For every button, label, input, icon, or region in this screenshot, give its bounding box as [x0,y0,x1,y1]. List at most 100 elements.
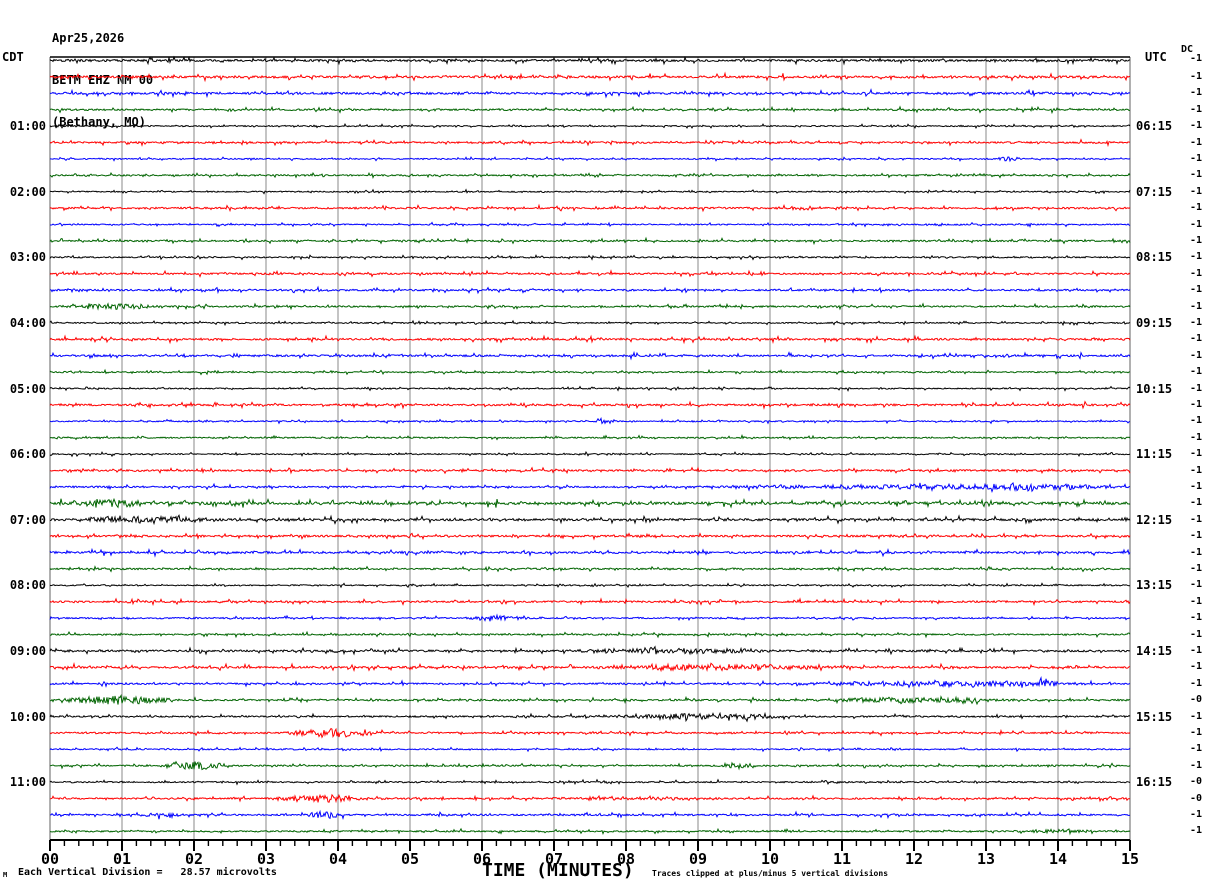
dc-offset-value: -1 [1190,743,1203,755]
utc-hour-label: 14:15 [1136,643,1173,658]
dc-offset-value: -1 [1190,382,1203,394]
seismo-trace-0315 [49,269,1131,278]
clip-note: Traces clipped at plus/minus 5 vertical … [652,869,889,878]
seismo-trace-1130 [50,809,1131,820]
dc-offset-value: -1 [1190,825,1203,837]
seismo-trace-0300 [49,254,1131,261]
seismo-trace-0730 [49,547,1131,558]
right-axis-title: UTC [1145,50,1167,64]
dc-offset-value: -1 [1190,710,1203,722]
dc-offset-value: -1 [1190,612,1203,624]
dc-offset-value: -1 [1190,349,1203,361]
title-date: Apr25,2026 [52,31,125,45]
seismo-trace-0530 [49,417,1131,425]
dc-offset-value: -1 [1190,169,1203,181]
x-axis-tick-label: 06 [472,850,492,868]
cdt-hour-label: 03:00 [9,250,46,265]
seismo-trace-0900 [49,645,1131,656]
dc-offset-value: -1 [1190,644,1203,656]
seismo-trace-0845 [49,630,1131,639]
seismo-trace-0515 [49,400,1131,410]
dc-offset-value: -1 [1190,595,1203,607]
seismo-trace-0000 [49,55,1131,66]
x-axis-tick-label: 02 [184,850,204,868]
x-axis-tick-label: 14 [1048,850,1068,868]
seismo-trace-0915 [49,662,1131,673]
seismo-trace-0715 [49,532,1131,541]
seismo-trace-0615 [49,466,1131,475]
utc-hour-label: 07:15 [1136,184,1173,199]
dc-offset-value: -1 [1190,398,1203,410]
seismo-trace-0815 [49,597,1131,607]
seismo-trace-0500 [49,385,1131,392]
cdt-hour-label: 05:00 [9,381,46,396]
dc-offset-value: -1 [1190,120,1203,132]
utc-hour-label: 11:15 [1136,447,1173,462]
seismo-trace-0745 [49,565,1131,573]
seismo-trace-0600 [49,451,1131,458]
x-axis-tick-label: 13 [976,850,996,868]
dc-offset-value: -1 [1190,185,1203,197]
seismo-trace-0145 [49,171,1131,179]
seismo-trace-0345 [49,302,1131,311]
seismo-trace-0015 [49,71,1131,83]
utc-hour-label: 09:15 [1136,315,1173,330]
seismo-trace-1030 [49,746,1131,753]
seismo-trace-0800 [49,582,1130,589]
seismo-trace-0630 [49,482,1131,494]
dc-offset-value: -0 [1190,792,1203,804]
utc-hour-label: 10:15 [1136,381,1173,396]
utc-hour-label: 06:15 [1136,119,1173,134]
dc-offset-value: -1 [1190,562,1203,574]
seismo-trace-0130 [49,156,1131,163]
dc-offset-value: -1 [1190,677,1203,689]
cdt-hour-label: 07:00 [9,512,46,527]
utc-hour-label: 12:15 [1136,512,1173,527]
dc-offset-value: -1 [1190,366,1203,378]
dc-offset-value: -1 [1190,234,1203,246]
seismo-trace-0400 [49,319,1131,327]
dc-offset-value: -0 [1190,776,1203,788]
seismo-trace-0230 [50,221,1131,228]
utc-hour-label: 16:15 [1136,775,1173,790]
seismo-trace-0030 [49,88,1131,99]
seismo-trace-0545 [49,434,1131,441]
seismo-trace-1000 [49,711,1131,723]
seismo-trace-1045 [49,760,1131,771]
dc-offset-value: -1 [1190,333,1203,345]
dc-offset-value: -1 [1190,726,1203,738]
dc-offset-value: -1 [1190,218,1203,230]
seismo-trace-0430 [49,350,1131,361]
seismo-trace-0445 [49,368,1131,376]
cdt-hour-label: 02:00 [9,184,46,199]
cdt-hour-label: 09:00 [9,643,46,658]
seismo-trace-0215 [49,203,1131,213]
cdt-hour-label: 08:00 [9,578,46,593]
dc-offset-value: -1 [1190,431,1203,443]
x-axis-tick-label: 10 [760,850,780,868]
x-axis-tick-label: 07 [544,850,564,868]
x-axis-tick-label: 11 [832,850,852,868]
x-axis-tick-label: 04 [328,850,348,868]
utc-hour-label: 15:15 [1136,709,1173,724]
dc-offset-value: -1 [1190,316,1203,328]
cdt-hour-label: 06:00 [9,447,46,462]
dc-offset-value: -1 [1190,284,1203,296]
dc-offset-value: -1 [1190,300,1203,312]
seismo-trace-0830 [49,613,1131,622]
x-axis-tick-label: 15 [1120,850,1140,868]
x-axis-tick-label: 03 [256,850,276,868]
dc-offset-value: -1 [1190,52,1203,64]
dc-offset-value: -1 [1190,480,1203,492]
dc-offset-value: -1 [1190,87,1203,99]
seismo-trace-0100 [49,122,1131,129]
seismo-trace-1145 [49,827,1131,836]
seismo-trace-0415 [49,334,1131,345]
left-axis-title: CDT [2,50,24,64]
seismo-trace-0200 [49,188,1131,195]
dc-offset-value: -1 [1190,579,1203,591]
dc-offset-value: -1 [1190,70,1203,82]
seismo-trace-0700 [49,514,1131,526]
seismo-trace-0945 [49,694,1131,706]
